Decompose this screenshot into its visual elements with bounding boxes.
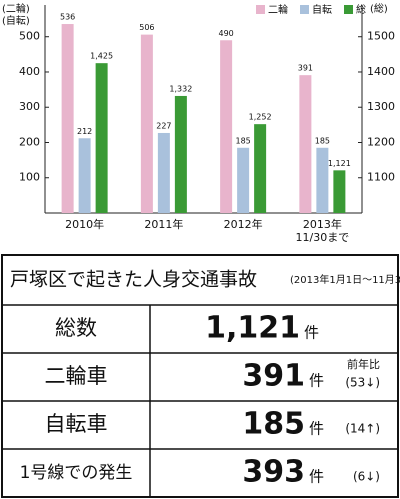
legend-label: 総 [356, 3, 366, 16]
row-value: 185 [242, 407, 305, 442]
row-unit: 件 [309, 468, 324, 486]
legend-swatch [344, 5, 353, 14]
row-unit: 件 [309, 372, 324, 390]
table-title: 戸塚区で起きた人身交通事故 [10, 269, 257, 291]
x-tick-label: 2013年 11/30まで [296, 217, 350, 244]
bar [333, 170, 346, 213]
table-frame [1, 254, 399, 498]
row-label: 二輪車 [45, 364, 108, 388]
x-tick-label-line: 2013年 [303, 217, 342, 231]
data-label: 185 [235, 136, 250, 145]
row-change: (6↓) [353, 470, 380, 484]
bar [174, 95, 187, 213]
x-tick-label-line: 2012年 [224, 217, 263, 231]
legend-swatch [300, 5, 309, 14]
data-label: 1,252 [249, 113, 272, 122]
y2-tick-label: 1400 [367, 65, 395, 78]
bar [237, 147, 250, 213]
y2-tick-label: 1300 [367, 100, 395, 113]
data-label: 391 [298, 64, 313, 73]
row-value: 1,121 [205, 311, 300, 346]
legend-swatch [256, 5, 265, 14]
data-label: 506 [139, 23, 154, 32]
y2-axis-label: (総) [370, 2, 388, 15]
bar [220, 40, 233, 213]
legend-label: 自転 [312, 3, 332, 16]
y-axis-label: (自転) [2, 14, 30, 27]
x-tick-label: 2010年 [65, 217, 104, 231]
y2-tick-label: 1200 [367, 135, 395, 148]
x-tick-label-line: 2010年 [65, 217, 104, 231]
y-tick-label: 300 [19, 100, 40, 113]
data-label: 227 [156, 121, 171, 130]
legend-label: 二輪 [268, 3, 288, 16]
bar [316, 147, 329, 213]
row-change: (53↓) [345, 376, 380, 390]
bar [254, 124, 267, 213]
x-tick-label-line: 11/30まで [296, 231, 350, 244]
row-value: 391 [242, 359, 305, 394]
x-tick-label: 2012年 [224, 217, 263, 231]
bar [299, 75, 312, 213]
y-tick-label: 400 [19, 65, 40, 78]
y-tick-label: 200 [19, 135, 40, 148]
note-header: 前年比 [347, 357, 380, 371]
table-period: (2013年1月1日～11月30) [290, 273, 400, 286]
x-tick-label: 2011年 [144, 217, 183, 231]
data-label: 1,121 [328, 159, 351, 168]
bar [140, 34, 153, 214]
row-change: (14↑) [345, 422, 380, 436]
bar [157, 132, 170, 213]
y2-tick-label: 1500 [367, 30, 395, 43]
data-label: 536 [60, 13, 75, 22]
x-tick-label-line: 2011年 [144, 217, 183, 231]
data-label: 1,332 [169, 84, 192, 93]
bar [61, 24, 74, 213]
row-label: 1号線での発生 [20, 463, 133, 483]
bar [78, 138, 91, 213]
row-unit: 件 [309, 420, 324, 438]
data-label: 185 [315, 136, 330, 145]
row-unit: 件 [304, 324, 319, 342]
row-label: 総数 [55, 316, 97, 340]
row-value: 393 [242, 455, 305, 490]
y-tick-label: 500 [19, 30, 40, 43]
y-tick-label: 100 [19, 171, 40, 184]
data-label: 1,425 [90, 52, 113, 61]
y2-tick-label: 1100 [367, 171, 395, 184]
row-label: 自転車 [45, 412, 108, 436]
data-label: 212 [77, 127, 92, 136]
bar [95, 63, 108, 213]
data-label: 490 [218, 29, 233, 38]
y-axis-label: (二輪) [2, 2, 30, 15]
